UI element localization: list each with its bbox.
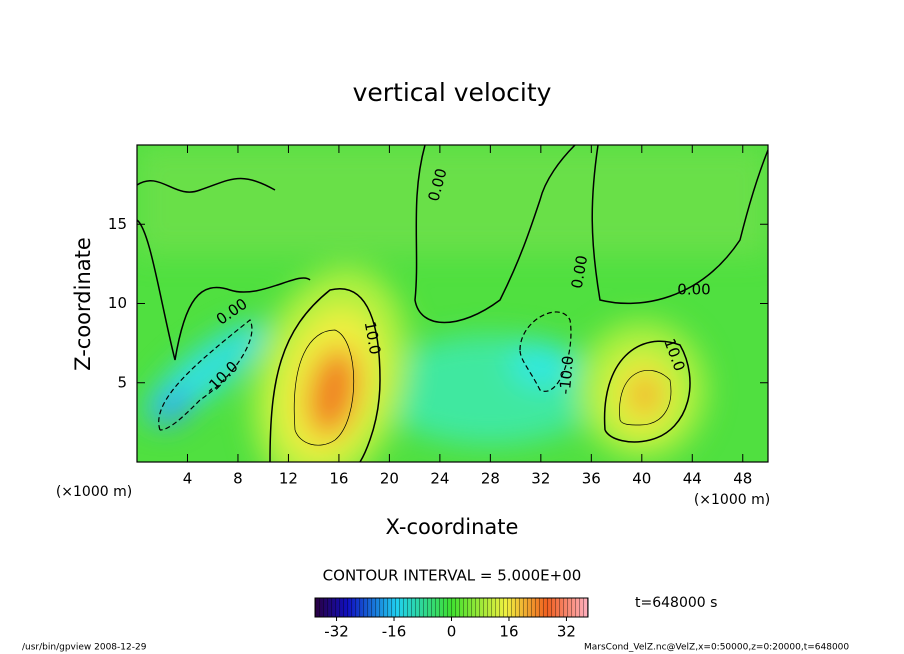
footer-left: /usr/bin/gpview 2008-12-29	[22, 643, 147, 653]
x-tick-label: 24	[430, 470, 449, 488]
colorbar-tick-label: 0	[447, 623, 457, 641]
footer-right: MarsCond_VelZ.nc@VelZ,x=0:50000,z=0:2000…	[584, 643, 849, 653]
contour-label: 10.0	[361, 320, 385, 356]
colorbar-frame	[314, 597, 589, 618]
x-tick-label: 16	[329, 470, 348, 488]
colorbar-tick-label: 32	[557, 623, 576, 641]
contour-label: -10.0	[556, 355, 577, 395]
field	[137, 145, 768, 462]
colorbar-tick-label: -16	[382, 623, 407, 641]
x-tick-label: 32	[531, 470, 550, 488]
x-tick-label: 8	[233, 470, 243, 488]
time-label: t=648000 s	[635, 595, 717, 611]
y-tick-label: 5	[117, 373, 127, 391]
x-axis-label: X-coordinate	[386, 515, 519, 539]
x-tick-label: 48	[733, 470, 752, 488]
x-tick-label: 20	[380, 470, 399, 488]
x-tick-label: 36	[582, 470, 601, 488]
x-tick-label: 40	[632, 470, 651, 488]
colorbar-tick-label: 16	[499, 623, 518, 641]
x-unit-label: (×1000 m)	[56, 484, 132, 500]
y-tick-label: 15	[108, 215, 127, 233]
x-tick-label: 28	[481, 470, 500, 488]
contour-interval: CONTOUR INTERVAL = 5.000E+00	[323, 567, 582, 585]
x-tick-label: 12	[279, 470, 298, 488]
x-tick-label: 4	[183, 470, 193, 488]
y-tick-label: 10	[108, 294, 127, 312]
contour-label: 0.00	[568, 254, 592, 290]
chart-title: vertical velocity	[353, 78, 552, 107]
contour-label: 0.00	[677, 281, 710, 299]
x-tick-label: 44	[683, 470, 702, 488]
y-axis-label: Z-coordinate	[71, 237, 95, 371]
x-unit-label: (×1000 m)	[694, 492, 770, 508]
colorbar-tick-label: -32	[324, 623, 349, 641]
